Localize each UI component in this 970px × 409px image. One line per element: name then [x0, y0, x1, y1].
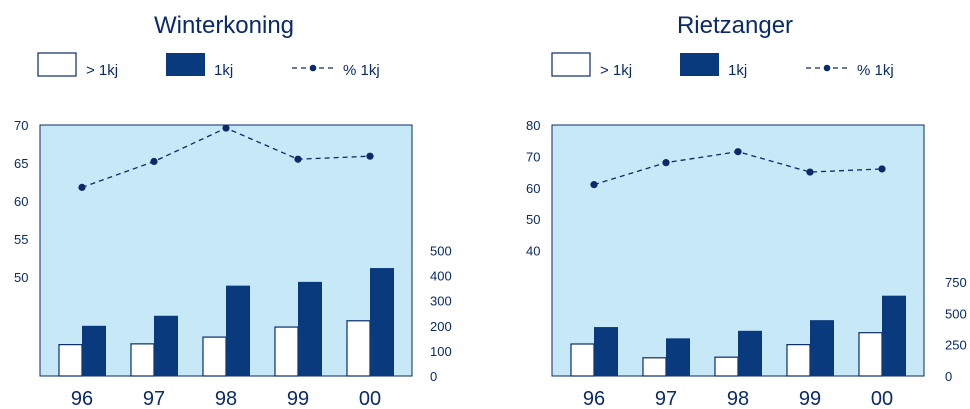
y-left-tick-label: 50: [14, 270, 28, 285]
legend-label-older: > 1kj: [600, 62, 632, 79]
legend-label-percent: % 1kj: [343, 62, 380, 79]
bar-juvenile-98: [738, 330, 762, 376]
bar-older-96: [570, 343, 595, 377]
x-tick-label: 97: [143, 388, 165, 409]
percent-point-97: [150, 157, 158, 166]
bar-older-96: [58, 344, 83, 377]
percent-point-97: [662, 159, 670, 167]
y-left-tick-label: 50: [526, 212, 540, 227]
bar-juvenile-99: [810, 320, 834, 376]
legend-line-marker: [309, 64, 317, 72]
y-right-tick-label: 250: [945, 338, 967, 353]
y-right-tick-label: 0: [945, 369, 952, 384]
y-right-tick-label: 100: [430, 344, 452, 359]
percent-point-00: [878, 165, 886, 173]
y-left-tick-label: 70: [14, 118, 28, 133]
x-tick-label: 96: [71, 388, 93, 409]
percent-point-00: [366, 152, 374, 160]
bar-older-99: [274, 326, 299, 377]
bar-older-00: [858, 332, 883, 377]
legend-label-percent: % 1kj: [857, 62, 894, 79]
legend-label-older: > 1kj: [86, 62, 118, 79]
y-left-tick-label: 65: [14, 156, 28, 171]
bar-juvenile-00: [882, 295, 906, 376]
x-tick-label: 99: [799, 388, 821, 409]
x-tick-label: 00: [871, 388, 893, 409]
y-left-tick-label: 60: [14, 194, 28, 209]
y-left-tick-label: 70: [526, 149, 540, 164]
y-left-tick-label: 60: [526, 181, 540, 196]
bar-older-99: [786, 344, 811, 377]
bar-juvenile-97: [666, 338, 690, 376]
y-left-tick-label: 40: [526, 244, 540, 259]
x-tick-label: 96: [583, 388, 605, 409]
percent-point-98: [222, 124, 230, 132]
legend-line-marker: [823, 64, 831, 72]
percent-point-98: [734, 148, 742, 156]
x-tick-label: 00: [359, 388, 381, 409]
bar-juvenile-96: [82, 325, 106, 376]
bar-older-98: [202, 336, 227, 377]
y-right-tick-label: 500: [945, 306, 967, 321]
y-right-tick-label: 500: [430, 244, 452, 259]
x-tick-label: 99: [287, 388, 309, 409]
bar-juvenile-96: [594, 327, 618, 376]
percent-point-96: [590, 181, 598, 189]
legend-open-bar-swatch: [37, 52, 77, 77]
x-tick-label: 97: [655, 388, 677, 409]
y-right-tick-label: 400: [430, 269, 452, 284]
x-tick-label: 98: [215, 388, 237, 409]
y-right-tick-label: 200: [430, 319, 452, 334]
legend-filled-bar-swatch: [166, 53, 205, 76]
legend-filled-bar-swatch: [680, 53, 719, 76]
y-right-tick-label: 750: [945, 275, 967, 290]
legend-label-juvenile: 1kj: [214, 62, 233, 79]
bar-juvenile-99: [298, 281, 322, 376]
bar-juvenile-00: [370, 268, 394, 376]
y-left-tick-label: 80: [526, 118, 540, 133]
bar-older-98: [714, 356, 739, 377]
bar-older-00: [346, 320, 371, 377]
y-right-tick-label: 0: [430, 369, 437, 384]
chart-title: Winterkoning: [154, 12, 294, 39]
percent-point-96: [78, 183, 86, 191]
x-tick-label: 98: [727, 388, 749, 409]
y-left-tick-label: 55: [14, 232, 28, 247]
percent-point-99: [806, 168, 814, 176]
bar-older-97: [130, 343, 155, 377]
legend-open-bar-swatch: [551, 52, 591, 77]
bar-juvenile-98: [226, 285, 250, 376]
percent-point-99: [294, 155, 302, 163]
chart-title: Rietzanger: [677, 12, 793, 39]
y-right-tick-label: 300: [430, 294, 452, 309]
legend-label-juvenile: 1kj: [728, 62, 747, 79]
bar-juvenile-97: [154, 315, 178, 376]
bar-older-97: [642, 357, 667, 377]
